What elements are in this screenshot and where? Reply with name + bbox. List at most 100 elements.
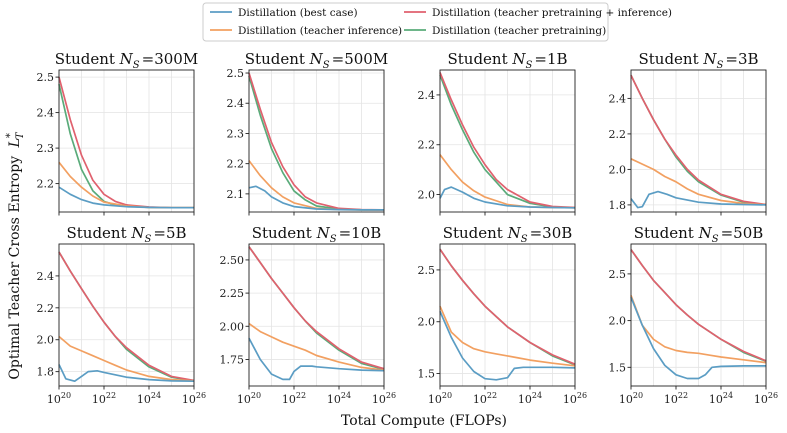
- x-tick-label: 1022: [92, 391, 116, 406]
- legend: Distillation (best case) Distillation (te…: [202, 2, 672, 42]
- panel-3: 2.0 2.2 2.4 Student NS =1B: [418, 50, 576, 216]
- panel-title-symbol: N: [698, 224, 713, 242]
- series-line-pre_inf: [58, 251, 195, 382]
- x-tick-exp: 24: [723, 391, 733, 400]
- x-tick-base: 10: [563, 393, 577, 406]
- y-tick-label: 2.5: [418, 264, 436, 277]
- x-tick-base: 10: [619, 393, 633, 406]
- panel-title-sub: S: [712, 234, 719, 245]
- x-tick-base: 10: [327, 393, 341, 406]
- x-tick-base: 10: [664, 393, 678, 406]
- panel-title-symbol: N: [511, 50, 526, 68]
- panel-title-value: =300M: [142, 50, 199, 68]
- series-line-best: [439, 311, 576, 381]
- series-line-inference: [58, 335, 195, 382]
- series-line-inference: [248, 322, 385, 371]
- x-tick-exp: 22: [487, 391, 497, 400]
- panel-title: Student NS =1B: [447, 50, 567, 71]
- x-tick-exp: 22: [678, 391, 688, 400]
- panel-title-sub: S: [323, 60, 330, 71]
- series-line-best: [630, 296, 766, 380]
- panel-title-sub: S: [133, 60, 140, 71]
- panel-title-prefix: Student: [443, 224, 508, 242]
- panel-title: Student NS =300M: [55, 50, 198, 71]
- x-axis-label: Total Compute (FLOPs): [341, 413, 507, 429]
- y-tick-label: 2.4: [609, 92, 627, 105]
- y-tick-label: 2.50: [220, 254, 245, 267]
- x-tick-base: 10: [709, 393, 723, 406]
- x-tick-exp: 20: [442, 391, 452, 400]
- legend-frame: [202, 2, 609, 42]
- panel-title: Student NS =10B: [252, 224, 382, 245]
- x-tick-exp: 24: [532, 391, 542, 400]
- x-tick-label: 1022: [664, 391, 688, 406]
- series-line-pre_inf: [439, 248, 576, 365]
- y-tick-label: 1.8: [37, 366, 55, 379]
- panel-title-value: =5B: [153, 224, 186, 242]
- x-tick-base: 10: [47, 393, 61, 406]
- series-line-best: [248, 337, 385, 381]
- x-tick-label: 1026: [754, 391, 778, 406]
- panel-title-sub: S: [526, 60, 533, 71]
- y-tick-label: 2.2: [37, 178, 55, 191]
- y-tick-label: 2.0: [609, 315, 627, 328]
- series-line-inference: [439, 305, 576, 367]
- series-line-pre_inf: [630, 74, 767, 206]
- panel-title-sub: S: [521, 234, 528, 245]
- plot-frame: [248, 243, 385, 387]
- series-line-pre: [439, 74, 576, 209]
- panel-title-sub: S: [145, 234, 152, 245]
- panel-title-prefix: Student: [55, 50, 120, 68]
- y-tick-label: 2.5: [609, 268, 627, 281]
- panel-title: Student NS =30B: [443, 224, 573, 245]
- series-line-best: [58, 186, 194, 209]
- x-tick-exp: 22: [106, 391, 116, 400]
- plot-frame: [58, 69, 195, 213]
- y-tick-label: 1.5: [418, 368, 436, 381]
- x-tick-label: 1024: [137, 391, 161, 406]
- panel-title-symbol: N: [119, 50, 134, 68]
- panel-title-value: =50B: [721, 224, 764, 242]
- y-axis-label-sub: T: [15, 131, 26, 139]
- panel-title-value: =500M: [332, 50, 389, 68]
- y-tick-label: 1.75: [220, 353, 245, 366]
- y-tick-label: 2.3: [227, 127, 245, 140]
- panel-title: Student NS =500M: [245, 50, 388, 71]
- y-axis-label-text: Optimal Teacher Cross Entropy: [7, 156, 23, 380]
- plot-frame: [630, 69, 767, 213]
- panel-title-prefix: Student: [634, 224, 699, 242]
- x-tick-label: 1022: [473, 391, 497, 406]
- x-tick-exp: 22: [296, 391, 306, 400]
- y-tick-label: 2.25: [220, 287, 245, 300]
- x-tick-label: 1020: [237, 391, 261, 406]
- panel-title-value: =30B: [530, 224, 573, 242]
- panel-title-sub: S: [330, 234, 337, 245]
- panel-title-prefix: Student: [245, 50, 310, 68]
- x-tick-label: 1020: [47, 391, 71, 406]
- panel-title-prefix: Student: [447, 50, 512, 68]
- series-line-inference: [630, 158, 767, 206]
- plot-frame: [58, 243, 195, 387]
- x-tick-label: 1026: [182, 391, 206, 406]
- panel-title-prefix: Student: [252, 224, 317, 242]
- y-tick-label: 2.0: [37, 334, 55, 347]
- x-tick-base: 10: [428, 393, 442, 406]
- x-tick-base: 10: [518, 393, 532, 406]
- x-tick-base: 10: [372, 393, 386, 406]
- panel-title-value: =1B: [534, 50, 567, 68]
- y-tick-label: 2.0: [418, 189, 436, 202]
- x-tick-base: 10: [282, 393, 296, 406]
- y-tick-label: 1.8: [609, 199, 627, 212]
- plot-frame: [439, 69, 576, 213]
- panel-title-symbol: N: [309, 50, 324, 68]
- series-line-pre_inf: [248, 246, 385, 370]
- panel-title-value: =3B: [725, 50, 758, 68]
- legend-label-inference: Distillation (teacher inference): [238, 25, 402, 37]
- x-tick-label: 1024: [327, 391, 351, 406]
- x-tick-exp: 20: [633, 391, 643, 400]
- x-tick-exp: 20: [251, 391, 261, 400]
